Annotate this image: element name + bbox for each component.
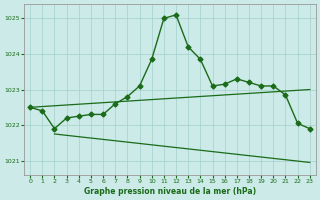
- X-axis label: Graphe pression niveau de la mer (hPa): Graphe pression niveau de la mer (hPa): [84, 187, 256, 196]
